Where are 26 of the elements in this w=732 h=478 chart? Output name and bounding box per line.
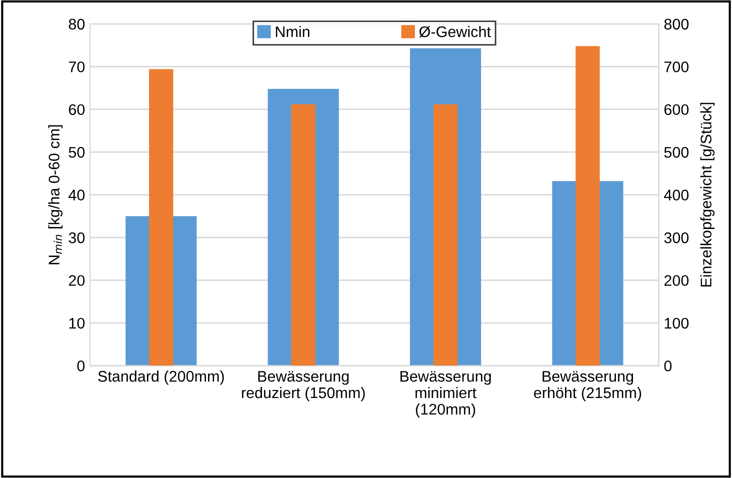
- y-tick-label: 50: [68, 146, 85, 158]
- legend-label: Ø-Gewicht: [419, 26, 491, 38]
- y-tick-label: 30: [68, 232, 85, 244]
- y2-tick-label: 600: [664, 104, 689, 116]
- y-tick-label: 20: [68, 275, 85, 286]
- x-tick-label: Bewässerung minimiert (120mm): [400, 371, 491, 418]
- y2-tick-label: 0: [664, 360, 672, 372]
- x-tick-label: Standard (200mm): [98, 370, 224, 385]
- y2-tick-label: 800: [664, 18, 689, 30]
- y-tick-label: 10: [69, 318, 85, 329]
- y-tick-label: 70: [68, 61, 85, 72]
- y-tick-label: 80: [68, 18, 85, 30]
- y2-axis-title: Einzelkopfgewicht [g/Stück]: [700, 102, 714, 287]
- y-tick-label: 40: [68, 190, 85, 200]
- y2-tick-label: 400: [664, 190, 689, 200]
- y2-tick-label: 300: [664, 232, 689, 244]
- x-tick-label: Bewässerung reduziert (150mm): [242, 371, 365, 402]
- y2-tick-label: 200: [664, 275, 689, 286]
- y-tick-label: 60: [68, 104, 85, 116]
- y2-tick-label: 500: [664, 146, 689, 158]
- y-tick-label: 0: [77, 360, 85, 372]
- legend-label: Nmin: [276, 26, 310, 38]
- x-tick-label: Bewässerung erhöht (215mm): [534, 371, 642, 402]
- y-axis-title: N$_{min}$ [kg/ha 0-60 cm]: [48, 125, 63, 264]
- y2-tick-label: 100: [664, 318, 689, 329]
- y2-tick-label: 700: [664, 61, 689, 72]
